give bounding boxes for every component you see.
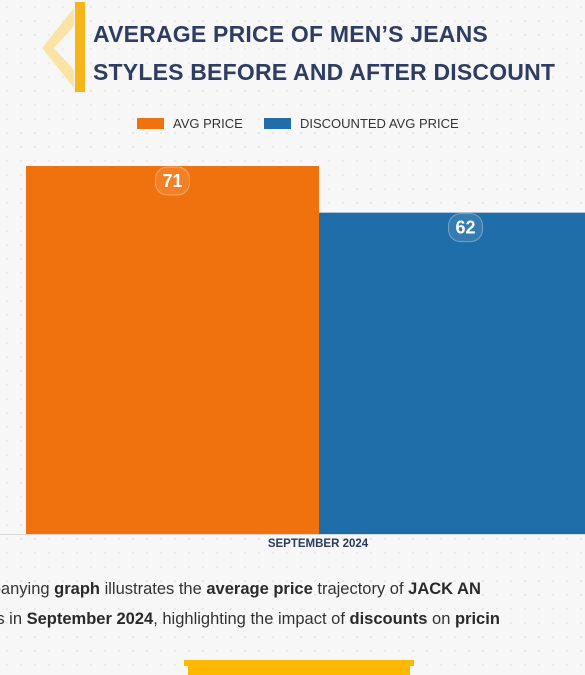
caption-segment: average price — [206, 580, 313, 598]
caption-segment: mpanying — [0, 580, 50, 598]
title-line-2: STYLES BEFORE AND AFTER DISCOUNT — [93, 59, 556, 85]
caption-line-1: mpanying graph illustrates the average p… — [0, 574, 585, 604]
legend-label-avg-price: AVG PRICE — [173, 116, 243, 131]
legend-swatch-avg-price — [137, 118, 164, 129]
caption-segment: graph — [54, 580, 100, 598]
legend-label-discounted-avg-price: DISCOUNTED AVG PRICE — [300, 116, 459, 131]
bottom-accent-bar — [188, 660, 410, 675]
chevron-left-icon — [42, 8, 74, 88]
data-label-badge — [155, 166, 190, 196]
data-label: 71 — [162, 171, 182, 191]
x-tick-label: SEPTEMBER 2024 — [268, 538, 369, 550]
bar-discounted-avg-price — [319, 212, 585, 534]
caption-segment: September 2024 — [26, 610, 154, 628]
chart-legend: AVG PRICE DISCOUNTED AVG PRICE — [0, 116, 585, 132]
legend-item-discounted-avg-price: DISCOUNTED AVG PRICE — [264, 116, 459, 131]
caption-segment: JACK AN — [408, 580, 481, 598]
caption-segment: ans in — [0, 610, 23, 628]
data-label-badge — [448, 213, 483, 243]
caption-segment: on — [427, 610, 455, 628]
bar-avg-price — [26, 166, 319, 534]
legend-swatch-discounted-avg-price — [264, 118, 291, 129]
caption-line-2: ans in September 2024, highlighting the … — [0, 604, 585, 634]
caption-segment: , highlighting the impact of — [153, 610, 350, 628]
caption-segment: discounts — [349, 610, 428, 628]
chart-caption: mpanying graph illustrates the average p… — [0, 574, 585, 634]
title-block: AVERAGE PRICE OF MEN’S JEANS STYLES BEFO… — [0, 0, 585, 100]
title-line-1: AVERAGE PRICE OF MEN’S JEANS — [93, 21, 488, 47]
bottom-accent-notch-right — [408, 660, 414, 666]
caption-segment: trajectory of — [312, 580, 409, 598]
bar-chart: 71 62 SEPTEMBER 2024 — [0, 166, 585, 550]
caption-segment: pricin — [454, 610, 500, 628]
legend-item-avg-price: AVG PRICE — [137, 116, 243, 131]
bottom-accent-notch-left — [184, 660, 190, 666]
data-label: 62 — [455, 218, 475, 238]
caption-segment: illustrates the — [99, 580, 207, 598]
title-accent-bar — [75, 2, 85, 92]
page-title: AVERAGE PRICE OF MEN’S JEANS STYLES BEFO… — [93, 15, 573, 91]
